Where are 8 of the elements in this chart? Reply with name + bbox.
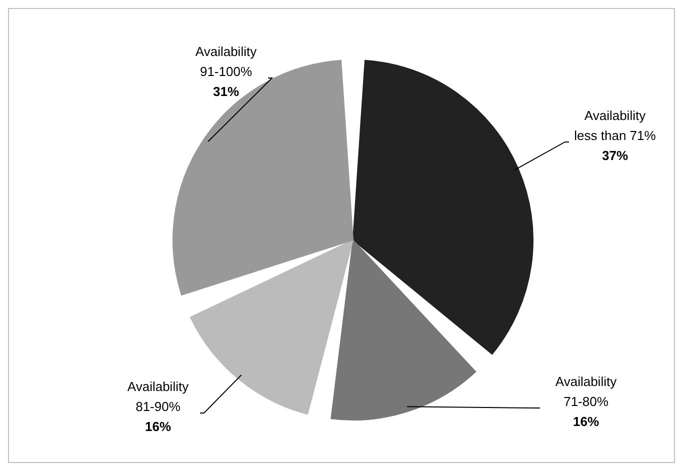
data-label: 37% <box>602 148 628 163</box>
slice-label: Availability 91-100% <box>195 44 258 79</box>
data-label: 31% <box>212 84 240 99</box>
data-label: 16% <box>572 414 600 429</box>
slice-label: Availability less than 71% <box>574 108 656 143</box>
data-label: 16% <box>144 419 172 434</box>
slice-label: Availability 81-90% <box>127 379 190 414</box>
slice-label: Availability 71-80% <box>555 374 618 409</box>
